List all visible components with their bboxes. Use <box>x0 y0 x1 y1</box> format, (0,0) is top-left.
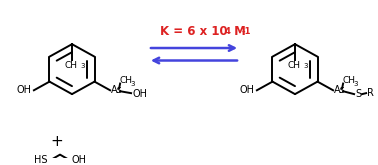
Text: OH: OH <box>71 155 86 165</box>
Text: HS: HS <box>34 155 48 165</box>
Text: S: S <box>355 89 361 99</box>
Text: M: M <box>230 25 246 38</box>
Text: +: + <box>51 134 64 149</box>
Text: OH: OH <box>17 85 32 95</box>
Text: R: R <box>367 88 374 98</box>
Text: 3: 3 <box>80 63 85 69</box>
Text: OH: OH <box>240 85 255 95</box>
Text: CH: CH <box>288 61 301 69</box>
Text: As: As <box>334 85 346 95</box>
Text: CH: CH <box>119 76 132 85</box>
Text: 3: 3 <box>353 81 358 87</box>
Text: 3: 3 <box>130 81 135 87</box>
Text: K = 6 x 10: K = 6 x 10 <box>160 25 228 38</box>
Text: 4: 4 <box>225 27 231 35</box>
Text: 3: 3 <box>303 63 307 69</box>
Text: -1: -1 <box>241 27 251 35</box>
Text: OH: OH <box>132 89 147 99</box>
Text: CH: CH <box>65 61 77 69</box>
Text: CH: CH <box>342 76 355 85</box>
Text: As: As <box>111 85 123 95</box>
